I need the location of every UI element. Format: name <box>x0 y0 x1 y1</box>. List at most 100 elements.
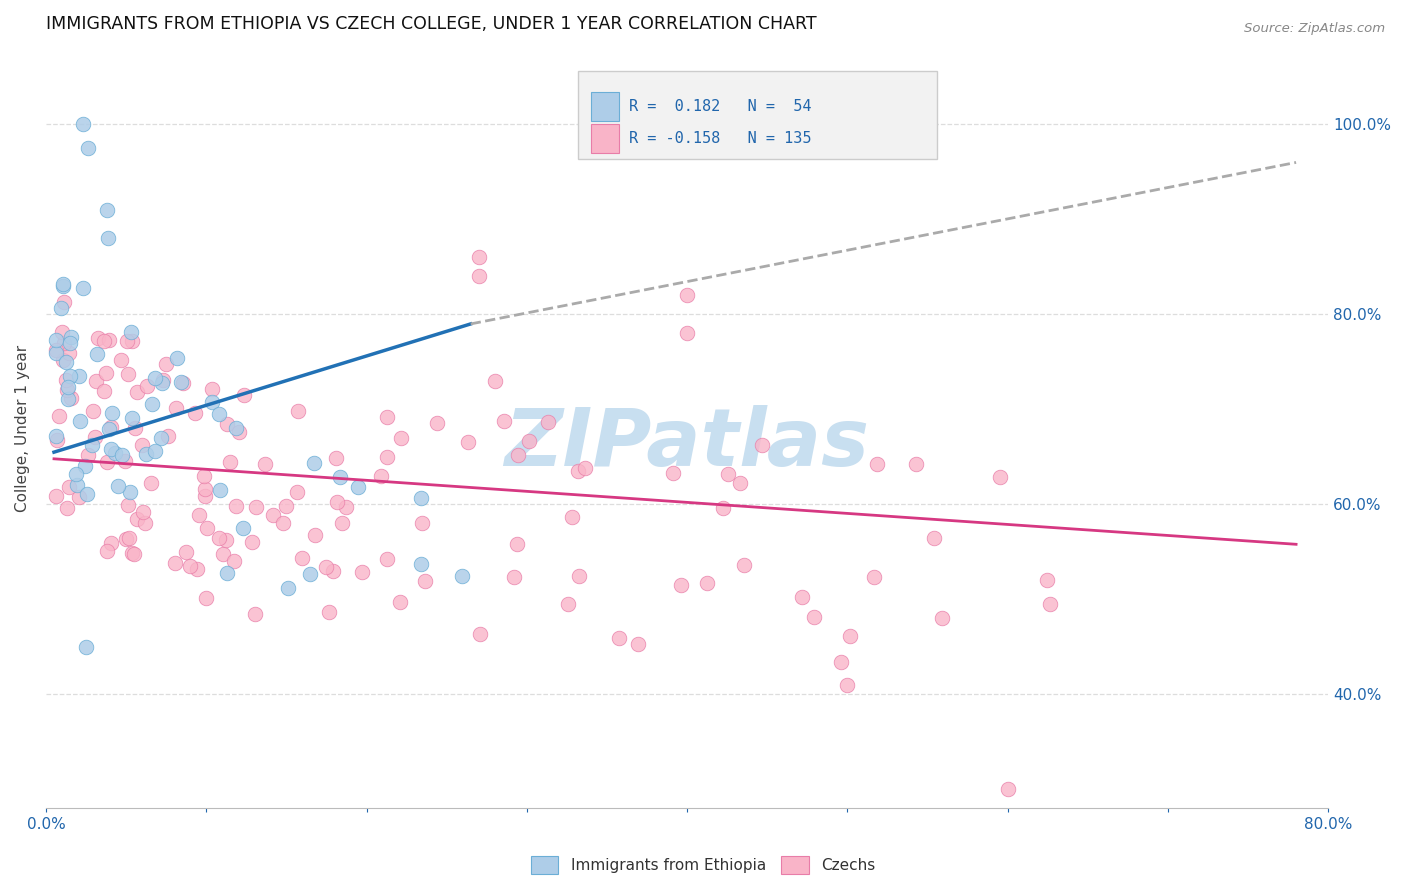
Point <box>375 551 398 566</box>
Point <box>55 354 77 368</box>
Point <box>215 566 238 580</box>
Point <box>676 288 699 302</box>
Point <box>97 422 120 436</box>
Point <box>58 346 80 360</box>
Point <box>141 397 163 411</box>
Point <box>492 414 515 428</box>
Point <box>86 347 108 361</box>
Point <box>194 489 217 503</box>
Point <box>187 508 209 522</box>
Point <box>110 353 132 368</box>
Y-axis label: College, Under 1 year: College, Under 1 year <box>15 345 30 512</box>
Point <box>139 476 162 491</box>
Point <box>285 484 308 499</box>
Point <box>115 334 138 348</box>
Point <box>1036 573 1059 587</box>
Point <box>733 558 755 572</box>
Point <box>60 391 83 405</box>
Point <box>49 301 72 315</box>
Point <box>375 409 398 424</box>
Point <box>117 498 139 512</box>
Point <box>375 450 398 464</box>
Point <box>118 531 141 545</box>
Point <box>107 478 129 492</box>
Point <box>468 626 491 640</box>
Point <box>662 466 685 480</box>
Point <box>318 606 340 620</box>
Point <box>120 325 142 339</box>
Point <box>53 336 76 351</box>
Point <box>125 512 148 526</box>
Point <box>45 346 67 360</box>
Point <box>346 480 368 494</box>
Point <box>96 202 118 217</box>
Point <box>96 543 118 558</box>
Point <box>415 574 437 588</box>
Point <box>304 528 326 542</box>
Point <box>135 447 157 461</box>
Point <box>627 637 650 651</box>
Point <box>326 495 349 509</box>
Point <box>195 521 218 535</box>
Point <box>76 486 98 500</box>
Point <box>931 611 953 625</box>
Point <box>557 598 579 612</box>
Point <box>186 562 208 576</box>
Point <box>711 501 734 516</box>
Point <box>325 451 347 466</box>
Point <box>87 331 110 345</box>
Point <box>506 537 529 551</box>
Point <box>174 544 197 558</box>
Point <box>66 478 89 492</box>
Point <box>517 434 540 449</box>
Point <box>155 358 177 372</box>
Point <box>45 489 67 503</box>
Point <box>100 419 122 434</box>
Point <box>866 457 889 471</box>
Point <box>45 343 67 357</box>
Point <box>193 469 215 483</box>
Point <box>607 631 630 645</box>
Point <box>201 395 224 409</box>
Point <box>77 448 100 462</box>
Point <box>457 434 479 449</box>
Text: Source: ZipAtlas.com: Source: ZipAtlas.com <box>1244 22 1385 36</box>
Point <box>143 444 166 458</box>
Point <box>201 382 224 396</box>
Point <box>134 516 156 531</box>
Point <box>75 459 97 474</box>
Point <box>208 531 231 545</box>
Point <box>409 491 432 506</box>
Point <box>97 231 120 245</box>
Point <box>75 640 97 654</box>
Point <box>58 380 80 394</box>
Point <box>262 508 284 522</box>
Point <box>233 388 256 402</box>
Point <box>243 607 266 621</box>
Point <box>450 569 472 583</box>
Point <box>274 499 297 513</box>
Point <box>484 374 506 388</box>
Bar <box>591 125 619 153</box>
Point <box>426 416 449 430</box>
Point <box>131 437 153 451</box>
Point <box>240 534 263 549</box>
Point <box>94 366 117 380</box>
Point <box>207 407 229 421</box>
Point <box>60 330 83 344</box>
Point <box>676 326 699 341</box>
Point <box>1038 598 1060 612</box>
Point <box>150 376 173 390</box>
Point <box>922 531 945 545</box>
Point <box>149 431 172 445</box>
Point <box>253 457 276 471</box>
Point <box>194 482 217 496</box>
Point <box>211 547 233 561</box>
Point <box>669 578 692 592</box>
Point <box>245 500 267 515</box>
Point <box>163 556 186 570</box>
Point <box>273 516 295 530</box>
Point <box>82 404 104 418</box>
Point <box>100 442 122 457</box>
Point <box>172 376 194 390</box>
